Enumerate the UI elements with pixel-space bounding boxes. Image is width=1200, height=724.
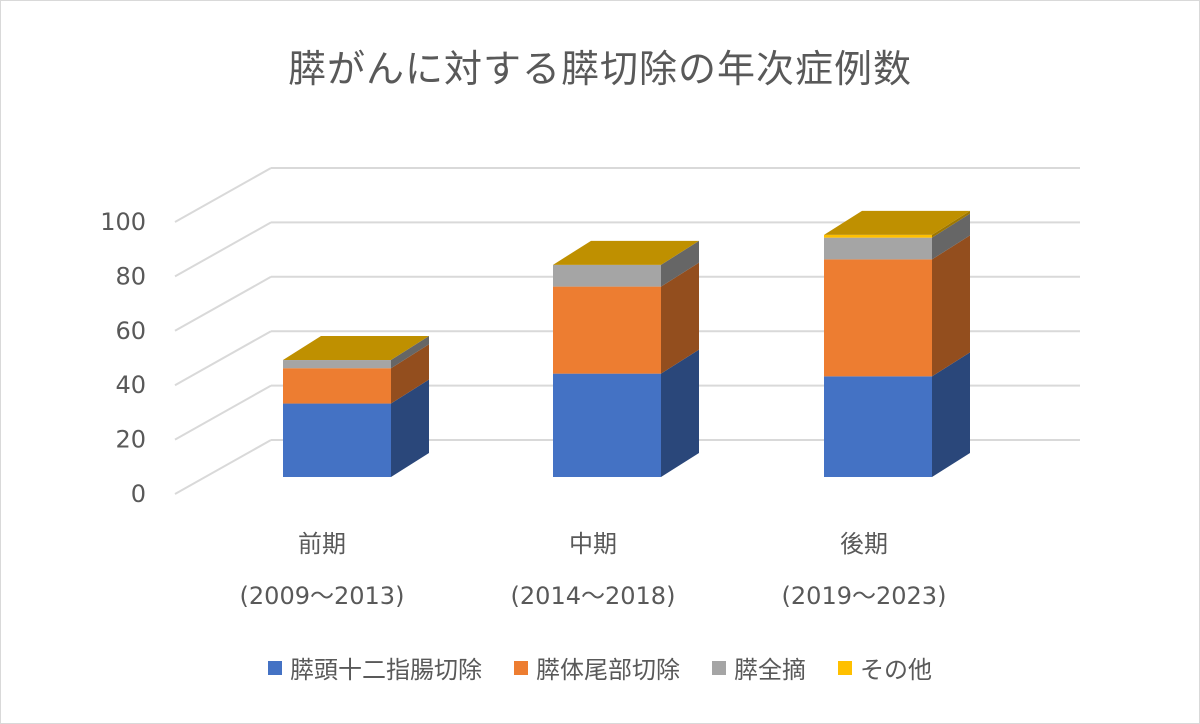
- y-tick-label: 0: [131, 480, 146, 508]
- legend-label: その他: [860, 656, 932, 684]
- legend-label: 膵頭十二指腸切除: [290, 656, 482, 684]
- bar-top-face: [824, 210, 970, 235]
- category-label: 前期: [298, 530, 346, 558]
- bar-segment-side: [661, 262, 699, 374]
- legend-item: 膵体尾部切除: [514, 650, 680, 685]
- gridline-slant: [174, 221, 272, 278]
- legend-swatch: [514, 660, 528, 675]
- bar-top-face: [283, 336, 429, 361]
- chart-title: 膵がんに対する膵切除の年次症例数: [287, 47, 912, 91]
- bar-segment-side: [932, 210, 970, 238]
- bar-segment-side: [932, 352, 970, 477]
- y-tick-label: 60: [115, 317, 146, 345]
- bar-segment: [283, 403, 391, 477]
- y-axis-tick-labels: 0 20 40 60 80 100: [100, 208, 146, 508]
- legend-label: 膵体尾部切除: [536, 656, 680, 684]
- bar-segment-side: [391, 344, 429, 404]
- bar-segment: [553, 286, 661, 374]
- y-tick-label: 100: [100, 208, 146, 236]
- bar-segment-side: [391, 336, 429, 369]
- bar-segment: [283, 360, 391, 369]
- legend-item: 膵頭十二指腸切除: [268, 650, 482, 685]
- bar-segment: [824, 376, 932, 477]
- bar-segment-side: [932, 213, 970, 260]
- bar-segment: [824, 234, 932, 238]
- bars: [283, 210, 970, 477]
- category-label: 後期: [840, 530, 888, 558]
- gridline-slant: [174, 330, 272, 387]
- legend-swatch: [838, 660, 852, 675]
- bar-segment: [824, 259, 932, 377]
- category-label: (2019～2023): [782, 582, 947, 610]
- bar-segment-side: [932, 235, 970, 377]
- bar-top-face: [553, 240, 699, 265]
- bar-segment: [283, 368, 391, 404]
- x-axis-category-labels: 前期 (2009～2013) 中期 (2014～2018) 後期 (2019～2023): [240, 530, 947, 610]
- legend-swatch: [712, 660, 726, 675]
- y-tick-label: 40: [115, 371, 146, 399]
- category-label: 中期: [569, 530, 617, 558]
- bar-segment: [553, 373, 661, 477]
- bar-segment: [553, 264, 661, 287]
- gridline-slant: [174, 384, 272, 441]
- bar-segment-side: [661, 349, 699, 477]
- bar-segment-side: [661, 240, 699, 287]
- gridline-slant: [174, 439, 272, 495]
- y-tick-label: 80: [115, 262, 146, 290]
- category-label: (2009～2013): [240, 582, 405, 610]
- legend-item: 膵全摘: [712, 650, 806, 685]
- y-tick-label: 20: [115, 426, 146, 454]
- legend-item: その他: [838, 650, 932, 685]
- bar-segment-side: [391, 379, 429, 477]
- gridline-slant: [174, 275, 272, 332]
- legend-swatch: [268, 660, 282, 675]
- legend: 膵頭十二指腸切除 膵体尾部切除 膵全摘 その他: [0, 650, 1200, 685]
- category-label: (2014～2018): [511, 582, 676, 610]
- legend-label: 膵全摘: [734, 656, 806, 684]
- gridline-slant: [174, 167, 272, 223]
- bar-segment: [824, 237, 932, 260]
